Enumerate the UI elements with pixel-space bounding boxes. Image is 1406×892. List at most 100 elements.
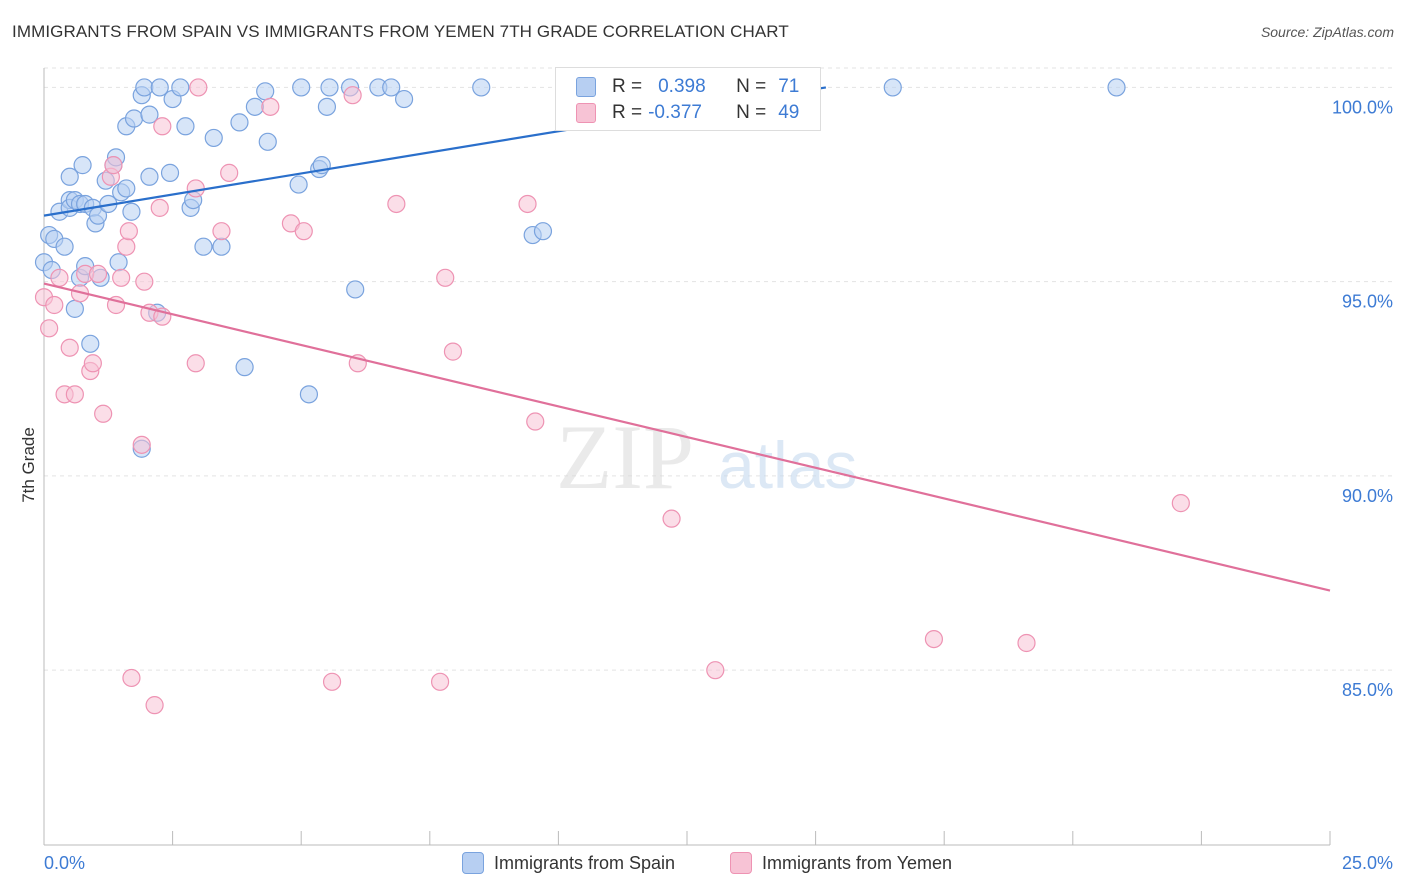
spain-point-30 xyxy=(124,109,144,128)
yemen-point-11 xyxy=(88,264,108,284)
spain-point-9 xyxy=(65,299,84,318)
series-label-yemen: Immigrants from Yemen xyxy=(762,852,953,873)
spain-point-25 xyxy=(109,253,128,272)
legend-row-spain: R = 0.398 N = 71 xyxy=(576,76,800,98)
yemen-point-40 xyxy=(436,268,455,287)
yemen-point-48 xyxy=(1171,494,1190,513)
series-legend-yemen[interactable]: Immigrants from Yemen xyxy=(730,852,952,874)
legend-swatch-yemen xyxy=(576,103,596,123)
spain-point-47 xyxy=(230,113,249,132)
yemen-point-2 xyxy=(45,295,64,315)
spain-point-49 xyxy=(245,97,265,116)
spain-point-58 xyxy=(320,78,339,97)
yemen-point-26 xyxy=(153,117,172,136)
yemen-point-20 xyxy=(132,435,151,454)
yemen-point-27 xyxy=(186,354,205,373)
spain-point-62 xyxy=(382,78,401,97)
watermark-atlas: atlas xyxy=(718,428,857,502)
spain-point-34 xyxy=(140,167,159,186)
chart-title: IMMIGRANTS FROM SPAIN VS IMMIGRANTS FROM… xyxy=(12,22,789,41)
spain-point-63 xyxy=(394,89,414,109)
spain-point-38 xyxy=(160,163,180,182)
spain-point-52 xyxy=(289,175,308,194)
spain-point-69 xyxy=(883,78,902,97)
legend-swatch-spain xyxy=(576,77,596,97)
legend-n-label: N = xyxy=(736,102,767,123)
yemen-point-3 xyxy=(50,268,69,287)
series-swatch-spain xyxy=(462,852,484,874)
yemen-trend-line xyxy=(43,282,1331,592)
yemen-point-6 xyxy=(65,385,84,404)
legend-r-label: R = xyxy=(612,76,643,97)
spain-point-51 xyxy=(258,132,277,151)
y-tick-label-85: 85.0% xyxy=(1342,680,1393,700)
spain-point-57 xyxy=(317,97,337,116)
yemen-point-35 xyxy=(322,672,342,691)
yemen-point-42 xyxy=(518,194,537,214)
watermark: ZIP atlas xyxy=(556,406,857,508)
yemen-point-1 xyxy=(40,319,59,338)
spain-point-13 xyxy=(73,156,92,175)
spain-point-66 xyxy=(533,222,553,241)
yemen-point-38 xyxy=(387,194,406,214)
yemen-point-34 xyxy=(294,222,313,241)
legend-r-value-yemen: -0.377 xyxy=(648,102,702,123)
y-tick-label-90: 90.0% xyxy=(1342,486,1393,506)
yemen-points xyxy=(34,78,1190,715)
yemen-point-16 xyxy=(112,268,131,287)
yemen-point-44 xyxy=(662,509,681,528)
legend-r-label: R = xyxy=(612,102,643,123)
spain-point-54 xyxy=(299,385,319,404)
yemen-point-41 xyxy=(443,342,463,361)
yemen-point-45 xyxy=(706,661,725,680)
yemen-point-43 xyxy=(526,412,545,431)
spain-point-27 xyxy=(117,179,136,198)
yemen-point-14 xyxy=(104,156,123,175)
yemen-point-21 xyxy=(135,272,154,291)
spain-point-53 xyxy=(292,78,311,97)
stats-legend: R = 0.398 N = 71 R = -0.377 N = 49 xyxy=(555,67,821,131)
yemen-point-12 xyxy=(94,404,113,423)
spain-point-46 xyxy=(212,237,231,256)
spain-point-40 xyxy=(171,78,190,97)
legend-r-value-spain: 0.398 xyxy=(658,76,706,97)
series-legend-spain[interactable]: Immigrants from Spain xyxy=(462,852,675,874)
spain-point-8 xyxy=(60,167,79,186)
series-label-spain: Immigrants from Spain xyxy=(494,852,676,873)
x-tick-label-min: 0.0% xyxy=(44,853,85,873)
spain-point-37 xyxy=(150,78,169,97)
spain-point-5 xyxy=(55,237,74,256)
spain-point-64 xyxy=(472,78,491,97)
spain-points xyxy=(34,78,1126,458)
y-tick-label-100: 100.0% xyxy=(1332,97,1393,117)
yemen-point-32 xyxy=(261,97,280,116)
yemen-point-30 xyxy=(212,222,231,241)
spain-point-33 xyxy=(135,78,154,97)
spain-point-44 xyxy=(194,237,213,256)
yemen-point-19 xyxy=(122,668,141,688)
series-swatch-yemen xyxy=(730,852,752,874)
legend-row-yemen: R = -0.377 N = 49 xyxy=(576,102,800,124)
yemen-point-36 xyxy=(343,86,362,105)
x-tick-label-max: 25.0% xyxy=(1342,853,1393,873)
yemen-point-31 xyxy=(220,163,239,182)
legend-n-value-yemen: 49 xyxy=(778,102,800,123)
axes xyxy=(43,68,1331,846)
yemen-point-28 xyxy=(186,179,205,198)
yemen-point-24 xyxy=(150,198,169,217)
yemen-point-46 xyxy=(924,629,944,649)
yemen-point-10 xyxy=(83,354,102,373)
yemen-point-23 xyxy=(145,696,164,715)
yemen-point-17 xyxy=(117,237,136,256)
spain-point-35 xyxy=(140,105,159,124)
yemen-point-39 xyxy=(430,672,450,691)
spain-point-16 xyxy=(81,334,100,353)
spain-point-50 xyxy=(256,82,275,101)
trend-lines xyxy=(43,86,1331,592)
spain-point-29 xyxy=(122,202,141,221)
legend-n-value-spain: 71 xyxy=(778,76,800,97)
spain-point-60 xyxy=(346,280,365,299)
yemen-point-18 xyxy=(119,222,138,241)
yemen-point-29 xyxy=(189,78,208,97)
